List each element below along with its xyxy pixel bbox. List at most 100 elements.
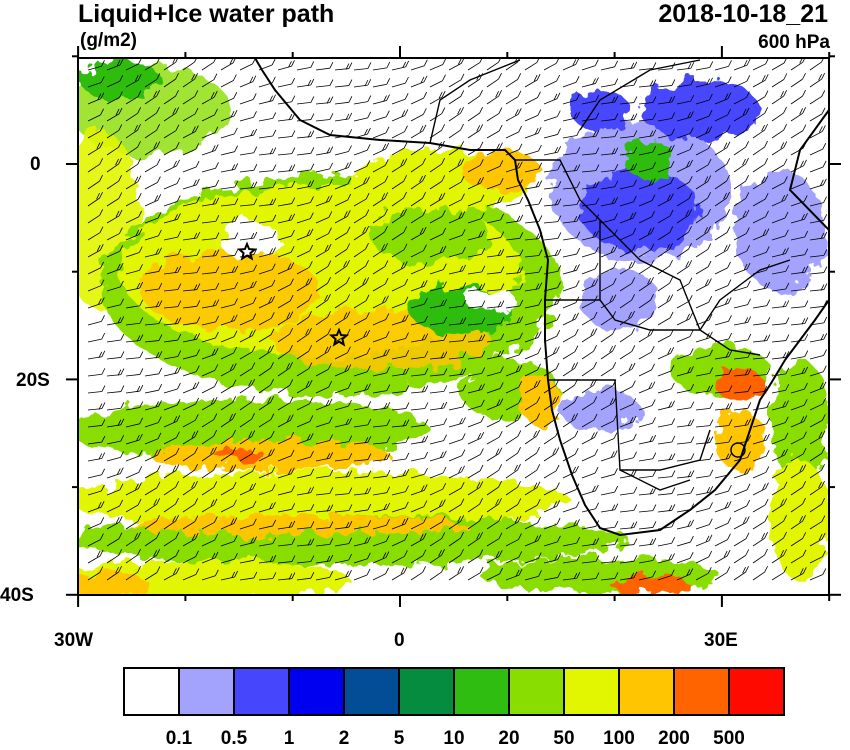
wind-barb	[448, 106, 464, 122]
wind-barb	[125, 401, 144, 411]
wind-barb	[543, 535, 561, 547]
wind-barb	[201, 396, 218, 411]
wind-barb	[486, 382, 504, 394]
wind-barb	[676, 401, 695, 411]
wind-barb	[125, 466, 143, 479]
wind-barb	[600, 327, 616, 343]
wind-barb	[543, 198, 562, 207]
wind-barb	[752, 175, 769, 190]
wind-barb	[106, 91, 123, 105]
wind-barb	[182, 381, 200, 394]
wind-barb	[467, 159, 484, 173]
wind-barb	[239, 164, 258, 173]
colorbar-label: 100	[603, 728, 635, 749]
wind-barb	[695, 349, 713, 360]
wind-barb	[619, 469, 638, 479]
wind-barb	[220, 198, 239, 207]
wind-barb	[87, 141, 104, 156]
wind-barb	[714, 332, 733, 343]
wind-barb	[87, 402, 106, 411]
wind-barb	[733, 316, 752, 326]
wind-barb	[353, 536, 371, 547]
wind-barb	[771, 211, 789, 224]
wind-barb	[714, 141, 731, 156]
colorbar-label: 10	[443, 728, 465, 749]
wind-barb	[771, 317, 790, 326]
wind-barb	[524, 266, 543, 275]
wind-barb	[543, 553, 561, 564]
pressure-level-label: 600 hPa	[758, 32, 830, 53]
wind-barb	[448, 368, 467, 377]
wind-barb	[657, 329, 674, 343]
wind-barb	[714, 549, 731, 564]
wind-barb	[410, 451, 429, 462]
wind-barb	[486, 515, 503, 530]
wind-barb	[182, 480, 198, 496]
wind-barb	[619, 61, 638, 71]
wind-barb	[201, 249, 220, 258]
wind-barb	[676, 159, 693, 173]
wind-barb	[429, 74, 446, 88]
wind-barb	[334, 311, 351, 326]
wind-barb	[543, 396, 559, 411]
wind-barb	[163, 89, 179, 105]
wind-barb	[182, 125, 199, 139]
wind-barb	[182, 231, 201, 241]
wind-barb	[448, 282, 467, 292]
wind-barb	[638, 554, 657, 564]
wind-barb	[410, 368, 429, 377]
wind-barb	[144, 265, 163, 275]
wind-barb	[733, 351, 752, 360]
wind-barb	[790, 497, 806, 513]
wind-barb	[296, 397, 313, 411]
wind-barb	[467, 248, 486, 258]
wind-barb	[600, 432, 618, 445]
wind-barb	[638, 311, 655, 326]
wind-barb	[809, 178, 827, 190]
wind-barb	[277, 113, 296, 122]
wind-barb	[543, 464, 560, 479]
wind-barb	[201, 126, 219, 139]
wind-barb	[543, 128, 561, 139]
wind-barb	[87, 315, 105, 326]
wind-barb	[163, 333, 182, 343]
wind-barb	[201, 463, 217, 479]
wind-barb	[448, 498, 465, 513]
wind-barb	[809, 142, 827, 156]
wind-barb	[391, 436, 410, 445]
wind-barb	[600, 538, 619, 547]
wind-barb	[106, 351, 125, 360]
wind-barb	[505, 316, 524, 326]
wind-barb	[429, 515, 446, 530]
colorbar-swatch	[673, 667, 730, 716]
wind-barb	[562, 413, 579, 428]
wind-barb	[809, 550, 826, 564]
wind-barb	[87, 158, 104, 173]
wind-barb	[201, 232, 220, 241]
wind-barb	[486, 480, 502, 496]
wind-barb	[790, 283, 809, 292]
wind-barb	[296, 78, 315, 88]
wind-barb	[695, 61, 714, 71]
wind-barb	[106, 385, 125, 394]
wind-barb	[87, 261, 104, 275]
wind-barb	[695, 296, 713, 309]
wind-barb	[125, 498, 142, 513]
wind-barb	[334, 487, 353, 496]
wind-barb	[315, 452, 334, 462]
y-tick-label: 20S	[16, 370, 50, 391]
wind-barb	[809, 72, 825, 88]
wind-barb	[448, 465, 465, 479]
wind-barb	[714, 501, 732, 513]
wind-barb	[467, 58, 483, 71]
wind-barb	[125, 299, 144, 309]
wind-barb	[695, 313, 713, 326]
wind-barb	[353, 127, 371, 139]
wind-barb	[714, 209, 731, 224]
wind-barb	[163, 481, 179, 496]
wind-barb	[220, 74, 237, 88]
wind-barb	[87, 332, 106, 343]
wind-barb	[448, 400, 467, 411]
wind-barb	[581, 431, 598, 445]
y-tick-label: 0	[30, 154, 41, 175]
